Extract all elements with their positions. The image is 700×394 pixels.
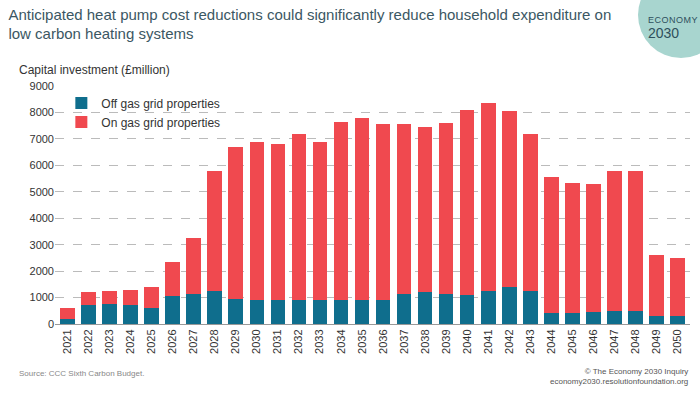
svg-text:2045: 2045	[566, 329, 578, 353]
svg-text:Anticipated heat pump cost red: Anticipated heat pump cost reductions co…	[8, 6, 611, 43]
svg-text:© The Economy 2030 Inquiryecon: © The Economy 2030 Inquiryeconomy2030.re…	[550, 367, 688, 386]
svg-text:Capital investment (£million): Capital investment (£million)	[19, 63, 170, 77]
svg-text:2027: 2027	[187, 329, 199, 353]
svg-text:2029: 2029	[229, 329, 241, 353]
svg-text:2049: 2049	[650, 329, 662, 353]
svg-text:2044: 2044	[545, 329, 557, 353]
svg-text:2041: 2041	[482, 329, 494, 353]
svg-text:2037: 2037	[398, 329, 410, 353]
html-text:2030: 2030	[648, 25, 680, 41]
svg-text:1000: 1000	[30, 291, 54, 303]
svg-text:2047: 2047	[608, 329, 620, 353]
svg-text:2042: 2042	[503, 329, 515, 353]
svg-text:2030: 2030	[250, 329, 262, 353]
svg-text:2043: 2043	[524, 329, 536, 353]
svg-text:Source: CCC Sixth Carbon Budge: Source: CCC Sixth Carbon Budget.	[19, 369, 144, 378]
svg-text:2025: 2025	[145, 329, 157, 353]
svg-text:2032: 2032	[292, 329, 304, 353]
svg-text:2000: 2000	[30, 265, 54, 277]
svg-text:7000: 7000	[30, 133, 54, 145]
svg-text:2023: 2023	[103, 329, 115, 353]
svg-text:2034: 2034	[335, 329, 347, 353]
svg-text:2026: 2026	[166, 329, 178, 353]
svg-text:4000: 4000	[30, 212, 54, 224]
svg-text:Off gas grid properties: Off gas grid properties	[101, 97, 220, 111]
svg-text:2048: 2048	[629, 329, 641, 353]
svg-text:2028: 2028	[208, 329, 220, 353]
html-text:ECONOMY: ECONOMY	[648, 15, 698, 25]
svg-text:2038: 2038	[419, 329, 431, 353]
svg-text:5000: 5000	[30, 186, 54, 198]
svg-text:2050: 2050	[671, 329, 683, 353]
svg-text:2040: 2040	[461, 329, 473, 353]
svg-text:2031: 2031	[271, 329, 283, 353]
svg-text:2033: 2033	[314, 329, 326, 353]
svg-text:8000: 8000	[30, 106, 54, 118]
svg-text:2046: 2046	[587, 329, 599, 353]
svg-text:2022: 2022	[82, 329, 94, 353]
svg-text:2035: 2035	[356, 329, 368, 353]
svg-text:0: 0	[48, 318, 54, 330]
svg-text:2036: 2036	[377, 329, 389, 353]
svg-text:2024: 2024	[124, 329, 136, 353]
svg-text:9000: 9000	[30, 80, 54, 92]
svg-text:On gas grid properties: On gas grid properties	[101, 116, 220, 130]
svg-text:3000: 3000	[30, 239, 54, 251]
svg-text:2039: 2039	[440, 329, 452, 353]
svg-text:2021: 2021	[61, 329, 73, 353]
svg-text:6000: 6000	[30, 159, 54, 171]
